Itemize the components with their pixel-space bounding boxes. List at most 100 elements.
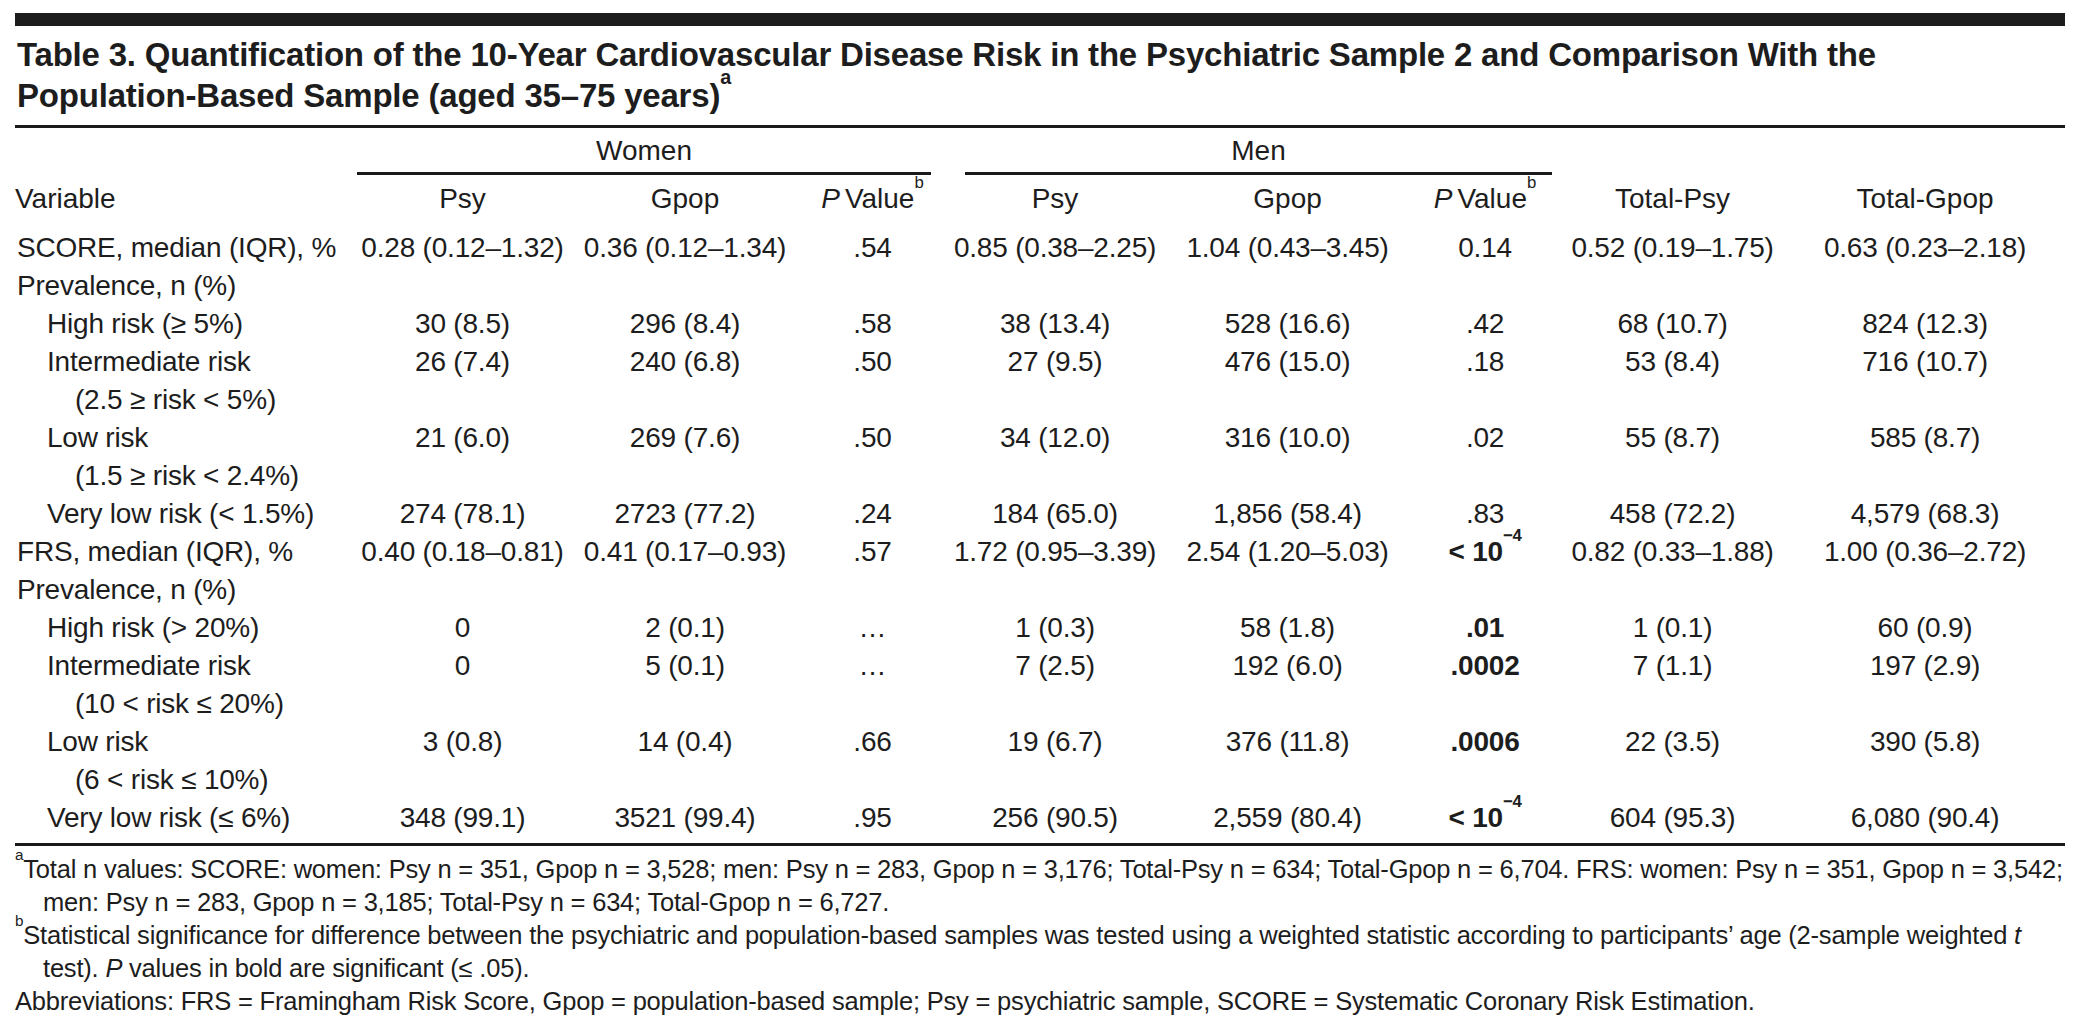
table-cell: .95 bbox=[800, 799, 945, 843]
table-row: Low risk(6 < risk ≤ 10%)3 (0.8)14 (0.4).… bbox=[15, 723, 2065, 799]
row-label: Prevalence, n (%) bbox=[15, 571, 355, 609]
table-cell: 476 (15.0) bbox=[1165, 343, 1410, 419]
row-label: Intermediate risk(2.5 ≥ risk < 5%) bbox=[15, 343, 355, 419]
table-cell: 256 (90.5) bbox=[945, 799, 1165, 843]
column-header-variable: Variable bbox=[15, 175, 355, 224]
table-row: Intermediate risk(10 < risk ≤ 20%)05 (0.… bbox=[15, 647, 2065, 723]
footnote-a: aTotal n values: SCORE: women: Psy n = 3… bbox=[15, 853, 2065, 919]
table-cell: 824 (12.3) bbox=[1785, 305, 2065, 343]
table-cell: < 10−4 bbox=[1410, 799, 1560, 843]
table-cell: … bbox=[800, 609, 945, 647]
header-group-row: Women Men bbox=[15, 128, 2065, 175]
column-group-men: Men bbox=[945, 128, 1560, 175]
table-cell: .18 bbox=[1410, 343, 1560, 419]
table-row: Very low risk (≤ 6%)348 (99.1)3521 (99.4… bbox=[15, 799, 2065, 843]
header-spacer bbox=[15, 128, 355, 175]
table-cell bbox=[800, 267, 945, 305]
table-row: Intermediate risk(2.5 ≥ risk < 5%)26 (7.… bbox=[15, 343, 2065, 419]
table-cell: 716 (10.7) bbox=[1785, 343, 2065, 419]
table-cell bbox=[1560, 571, 1785, 609]
table-cell bbox=[355, 267, 570, 305]
table-cell: 296 (8.4) bbox=[570, 305, 800, 343]
table-row: Low risk(1.5 ≥ risk < 2.4%)21 (6.0)269 (… bbox=[15, 419, 2065, 495]
table-cell bbox=[1785, 267, 2065, 305]
footnotes: aTotal n values: SCORE: women: Psy n = 3… bbox=[15, 846, 2065, 1020]
column-header-pvalue-women: PValueb bbox=[800, 175, 945, 224]
table-cell bbox=[945, 571, 1165, 609]
table-cell: 0.28 (0.12–1.32) bbox=[355, 224, 570, 267]
table-row: Prevalence, n (%) bbox=[15, 571, 2065, 609]
table-cell bbox=[570, 571, 800, 609]
footnote-b: bStatistical significance for difference… bbox=[15, 919, 2065, 985]
table-cell: .58 bbox=[800, 305, 945, 343]
table-cell: 6,080 (90.4) bbox=[1785, 799, 2065, 843]
table-cell: .0006 bbox=[1410, 723, 1560, 799]
row-label: Low risk(1.5 ≥ risk < 2.4%) bbox=[15, 419, 355, 495]
header-spacer bbox=[1560, 128, 2065, 175]
table-cell: 0.63 (0.23–2.18) bbox=[1785, 224, 2065, 267]
row-label: High risk (> 20%) bbox=[15, 609, 355, 647]
table-cell: 2,559 (80.4) bbox=[1165, 799, 1410, 843]
data-table: Women Men Variable Psy Gpop PValueb Psy … bbox=[15, 125, 2065, 846]
table-cell: 2723 (77.2) bbox=[570, 495, 800, 533]
table-cell: 19 (6.7) bbox=[945, 723, 1165, 799]
table-title: Table 3. Quantification of the 10-Year C… bbox=[15, 26, 2065, 125]
footnote-abbreviations: Abbreviations: FRS = Framingham Risk Sco… bbox=[15, 985, 2065, 1018]
table-cell bbox=[800, 571, 945, 609]
table-cell: 184 (65.0) bbox=[945, 495, 1165, 533]
table-cell: 0.82 (0.33–1.88) bbox=[1560, 533, 1785, 571]
table-cell: 197 (2.9) bbox=[1785, 647, 2065, 723]
column-header-pvalue-men: PValueb bbox=[1410, 175, 1560, 224]
table-cell bbox=[1165, 267, 1410, 305]
table-cell: 14 (0.4) bbox=[570, 723, 800, 799]
table-cell: .50 bbox=[800, 343, 945, 419]
table-cell: .42 bbox=[1410, 305, 1560, 343]
table-cell: 192 (6.0) bbox=[1165, 647, 1410, 723]
table-cell: 5 (0.1) bbox=[570, 647, 800, 723]
table-row: Very low risk (< 1.5%)274 (78.1)2723 (77… bbox=[15, 495, 2065, 533]
column-header-gpop-men: Gpop bbox=[1165, 175, 1410, 224]
table-cell: 1 (0.3) bbox=[945, 609, 1165, 647]
table-cell: .66 bbox=[800, 723, 945, 799]
column-header-total-psy: Total-Psy bbox=[1560, 175, 1785, 224]
table-cell bbox=[1410, 267, 1560, 305]
table-cell: < 10−4 bbox=[1410, 533, 1560, 571]
table-cell: .0002 bbox=[1410, 647, 1560, 723]
table-cell: 34 (12.0) bbox=[945, 419, 1165, 495]
table-cell: .57 bbox=[800, 533, 945, 571]
table-cell: 1.00 (0.36–2.72) bbox=[1785, 533, 2065, 571]
table-cell: 26 (7.4) bbox=[355, 343, 570, 419]
table-cell bbox=[1785, 571, 2065, 609]
table-cell: 1 (0.1) bbox=[1560, 609, 1785, 647]
table-cell: .01 bbox=[1410, 609, 1560, 647]
table-cell: 4,579 (68.3) bbox=[1785, 495, 2065, 533]
table-cell: .02 bbox=[1410, 419, 1560, 495]
table-cell: .54 bbox=[800, 224, 945, 267]
table-cell: .83 bbox=[1410, 495, 1560, 533]
table-cell: .24 bbox=[800, 495, 945, 533]
table-row: High risk (≥ 5%)30 (8.5)296 (8.4).5838 (… bbox=[15, 305, 2065, 343]
table-row: Prevalence, n (%) bbox=[15, 267, 2065, 305]
table-cell: 348 (99.1) bbox=[355, 799, 570, 843]
table-cell: 55 (8.7) bbox=[1560, 419, 1785, 495]
column-group-women-label: Women bbox=[596, 135, 692, 166]
row-label: FRS, median (IQR), % bbox=[15, 533, 355, 571]
table-cell: 1.04 (0.43–3.45) bbox=[1165, 224, 1410, 267]
row-label: Prevalence, n (%) bbox=[15, 267, 355, 305]
page: Table 3. Quantification of the 10-Year C… bbox=[0, 0, 2080, 1020]
column-header-psy-men: Psy bbox=[945, 175, 1165, 224]
table-cell: 30 (8.5) bbox=[355, 305, 570, 343]
table-row: High risk (> 20%)02 (0.1)…1 (0.3)58 (1.8… bbox=[15, 609, 2065, 647]
row-label: Low risk(6 < risk ≤ 10%) bbox=[15, 723, 355, 799]
row-label: SCORE, median (IQR), % bbox=[15, 224, 355, 267]
row-label: High risk (≥ 5%) bbox=[15, 305, 355, 343]
table-cell: 2.54 (1.20–5.03) bbox=[1165, 533, 1410, 571]
column-group-women: Women bbox=[355, 128, 945, 175]
table-cell: 0.40 (0.18–0.81) bbox=[355, 533, 570, 571]
table-cell: 2 (0.1) bbox=[570, 609, 800, 647]
table-cell: 60 (0.9) bbox=[1785, 609, 2065, 647]
table-cell: 376 (11.8) bbox=[1165, 723, 1410, 799]
table-cell: 22 (3.5) bbox=[1560, 723, 1785, 799]
table-cell: .50 bbox=[800, 419, 945, 495]
table-cell: 7 (1.1) bbox=[1560, 647, 1785, 723]
